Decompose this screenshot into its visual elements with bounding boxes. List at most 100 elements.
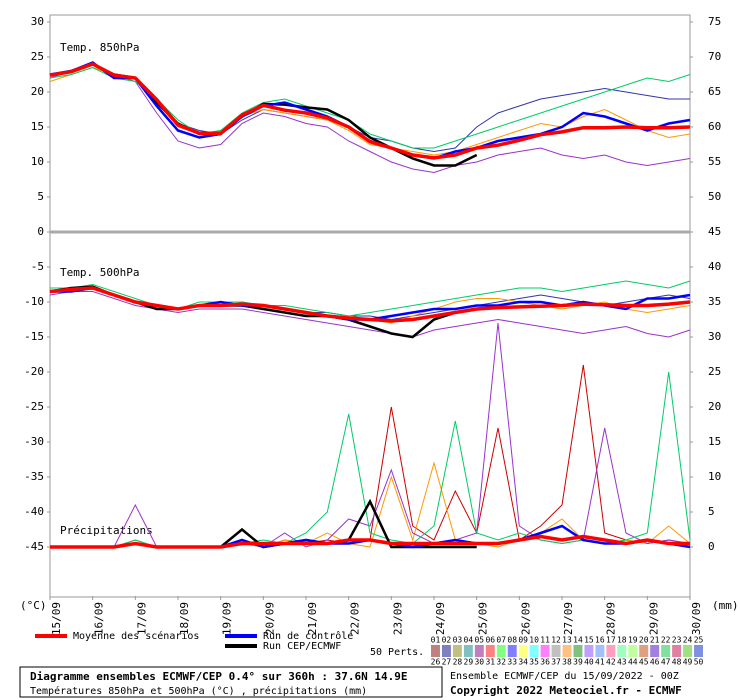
pert-number: 25 [694, 636, 704, 645]
pert-number: 12 [551, 636, 561, 645]
y-tick-label: 30 [31, 15, 44, 28]
perturbation-line [50, 280, 691, 317]
pert-number: 19 [628, 636, 638, 645]
y-tick-label: -35 [24, 470, 44, 483]
y-tick-label: -40 [24, 505, 44, 518]
legend-label: Run CEP/ECMWF [263, 641, 341, 652]
y2-tick-label: 20 [708, 400, 721, 413]
y-tick-label: 15 [31, 120, 44, 133]
pert-swatch [431, 645, 440, 657]
pert-swatch [639, 645, 649, 657]
y2-tick-label: 10 [708, 470, 721, 483]
y-tick-label: -25 [24, 400, 44, 413]
pert-number: 04 [464, 636, 474, 645]
y-tick-label: -45 [24, 540, 44, 553]
pert-swatch [496, 645, 506, 657]
pert-swatch [518, 645, 528, 657]
pert-number: 14 [573, 636, 583, 645]
pert-swatch [485, 645, 495, 657]
pert-number: 07 [496, 636, 506, 645]
y-tick-label: 20 [31, 85, 44, 98]
pert-swatch [562, 645, 572, 657]
pert-number: 08 [507, 636, 517, 645]
pert-swatch [694, 645, 703, 657]
y-tick-label: -30 [24, 435, 44, 448]
x-tick-label: 28/09 [605, 602, 618, 635]
pert-swatch [606, 645, 616, 657]
y-tick-label: -10 [24, 295, 44, 308]
pert-number: 32 [496, 658, 506, 667]
x-tick-label: 15/09 [50, 602, 63, 635]
y2-tick-label: 70 [708, 50, 721, 63]
footer-copyright: Copyright 2022 Meteociel.fr - ECMWF [450, 684, 682, 697]
x-tick-label: 24/09 [434, 602, 447, 635]
pert-number: 02 [442, 636, 452, 645]
panel-label: Temp. 850hPa [60, 41, 139, 54]
footer-box [19, 666, 443, 698]
y-tick-label: 25 [31, 50, 44, 63]
x-tick-label: 30/09 [690, 602, 703, 635]
y2-tick-label: 0 [708, 540, 715, 553]
x-tick-label: 25/09 [477, 602, 490, 635]
y-tick-label: 0 [37, 225, 44, 238]
footer-run: Ensemble ECMWF/CEP du 15/09/2022 - 00Z [450, 671, 679, 682]
pert-number: 50 [694, 658, 704, 667]
pert-number: 38 [562, 658, 572, 667]
pert-swatch [529, 645, 539, 657]
y2-tick-label: 40 [708, 260, 721, 273]
x-tick-label: 23/09 [391, 602, 404, 635]
y-tick-label: -20 [24, 365, 44, 378]
pert-number: 11 [540, 636, 550, 645]
y2-tick-label: 5 [708, 505, 715, 518]
y2-tick-label: 60 [708, 120, 721, 133]
y2-tick-label: 15 [708, 435, 721, 448]
pert-number: 34 [518, 658, 528, 667]
main-line [49, 286, 691, 323]
x-tick-label: 16/09 [93, 602, 106, 635]
pert-number: 21 [650, 636, 660, 645]
y2-tick-label: 25 [708, 365, 721, 378]
pert-swatch [628, 645, 638, 657]
pert-number: 24 [683, 636, 693, 645]
pert-number: 28 [453, 658, 463, 667]
pert-number: 23 [672, 636, 682, 645]
pert-number: 26 [431, 658, 441, 667]
y-tick-label: -15 [24, 330, 44, 343]
legend-label: Run de contrôle [263, 630, 353, 642]
y2-tick-label: 65 [708, 85, 721, 98]
x-tick-label: 21/09 [306, 602, 319, 635]
pert-number: 17 [606, 636, 616, 645]
pert-number: 48 [672, 658, 682, 667]
pert-swatch [452, 645, 462, 657]
pert-number: 06 [485, 636, 495, 645]
pert-swatch [650, 645, 660, 657]
legend-label: Moyenne des scénarios [73, 630, 199, 642]
pert-number: 15 [584, 636, 594, 645]
pert-number: 49 [683, 658, 693, 667]
pert-number: 22 [661, 636, 671, 645]
pert-swatch [661, 645, 671, 657]
x-tick-label: 19/09 [221, 602, 234, 635]
pert-swatch [573, 645, 583, 657]
pert-number: 03 [453, 636, 463, 645]
pert-number: 44 [628, 658, 638, 667]
pert-number: 16 [595, 636, 605, 645]
x-tick-label: 20/09 [263, 602, 276, 635]
y2-tick-label: 75 [708, 15, 721, 28]
pert-swatch [617, 645, 627, 657]
pert-swatch [683, 645, 693, 657]
x-tick-label: 18/09 [178, 602, 191, 635]
pert-number: 09 [518, 636, 528, 645]
pert-number: 36 [540, 658, 550, 667]
y2-tick-label: 45 [708, 225, 721, 238]
pert-number: 05 [474, 636, 484, 645]
pert-swatch [507, 645, 517, 657]
x-tick-label: 26/09 [519, 602, 532, 635]
pert-number: 01 [431, 636, 441, 645]
pert-number: 46 [650, 658, 660, 667]
pert-number: 31 [485, 658, 495, 667]
pert-swatch [672, 645, 682, 657]
perturbation-line [49, 63, 691, 174]
y2-tick-label: 30 [708, 330, 721, 343]
